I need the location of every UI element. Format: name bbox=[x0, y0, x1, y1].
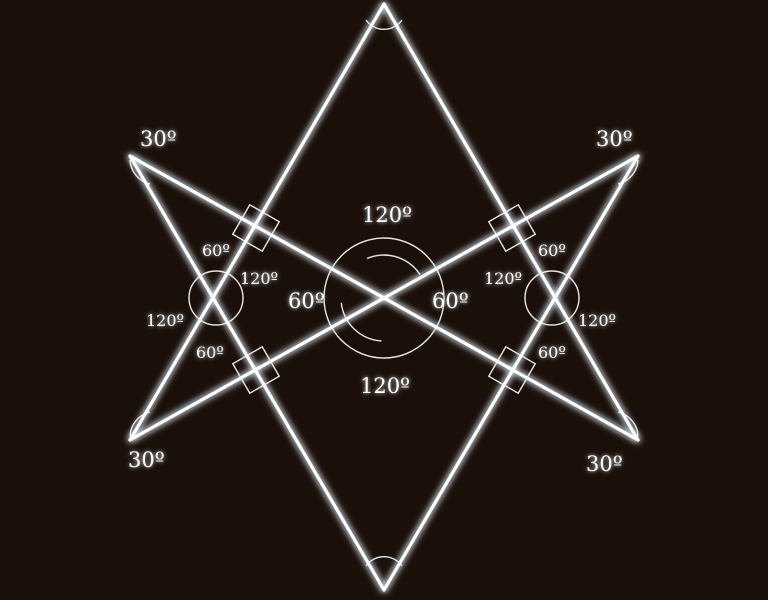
bottom-apex-arc bbox=[365, 556, 403, 567]
angle-labels: 30º 30º 30º 30º 120º 120º 60º 60º 60º 60… bbox=[128, 127, 633, 476]
line-bottom-to-top-right bbox=[382, 154, 640, 592]
label-left-inner: 120º bbox=[240, 269, 278, 288]
label-left-top: 60º bbox=[202, 241, 230, 260]
label-center-top: 120º bbox=[362, 203, 412, 227]
right-crossing-circle bbox=[524, 270, 580, 326]
line-apex-to-bottom-left bbox=[128, 2, 386, 442]
diagonal-top-right-to-bottom-left bbox=[128, 154, 640, 442]
center-inner-arc bbox=[340, 254, 428, 342]
label-top-right-tip: 30º bbox=[596, 127, 633, 151]
hexagram-lines bbox=[128, 2, 640, 592]
label-left-outer: 120º bbox=[146, 311, 184, 330]
label-center-bottom: 120º bbox=[360, 374, 410, 398]
label-bottom-right-tip: 30º bbox=[586, 452, 623, 476]
left-crossing-circle bbox=[188, 270, 244, 326]
center-angle-circle bbox=[323, 237, 445, 359]
label-center-left: 60º bbox=[288, 289, 325, 313]
top-apex-arc bbox=[365, 19, 403, 30]
line-bottom-to-top-left bbox=[128, 154, 386, 592]
label-top-left-tip: 30º bbox=[140, 127, 177, 151]
label-right-outer: 120º bbox=[578, 311, 616, 330]
label-bottom-left-tip: 30º bbox=[128, 448, 165, 472]
angle-markers bbox=[129, 19, 639, 567]
label-center-right: 60º bbox=[432, 289, 469, 313]
line-apex-to-bottom-right bbox=[382, 2, 640, 442]
label-left-bottom: 60º bbox=[196, 343, 224, 362]
label-right-top: 60º bbox=[538, 241, 566, 260]
label-right-bottom: 60º bbox=[538, 343, 566, 362]
label-right-inner: 120º bbox=[484, 269, 522, 288]
